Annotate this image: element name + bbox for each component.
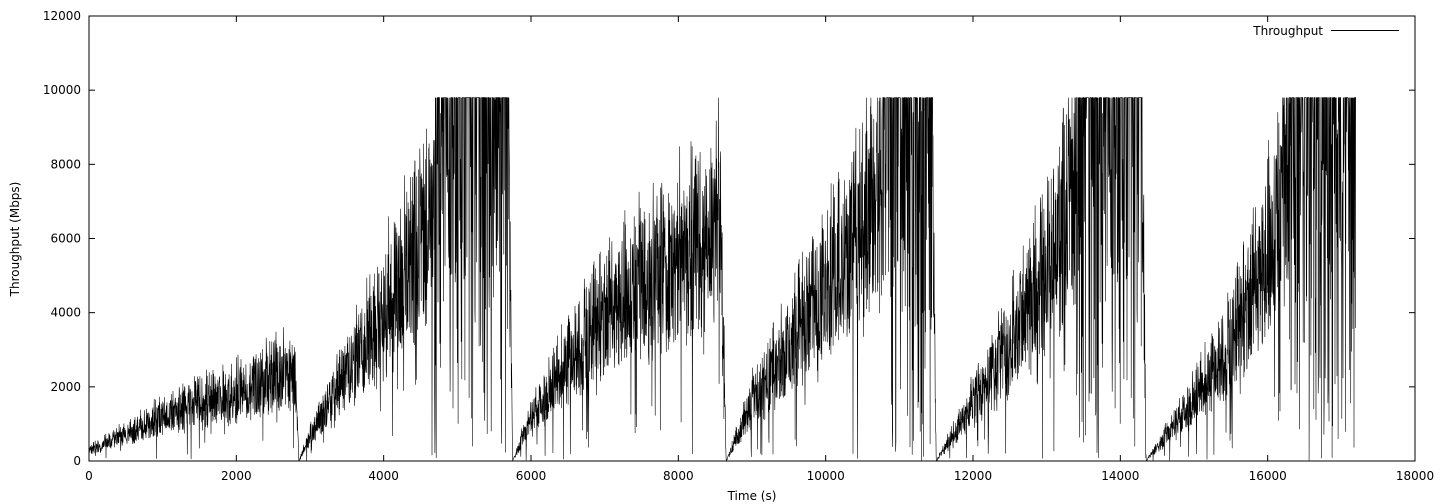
x-tick-label: 4000 (368, 469, 399, 483)
series-layer (89, 97, 1356, 461)
y-tick-label: 2000 (50, 380, 81, 394)
x-axis: 0 2000 4000 6000 8000 10000 12000 14000 16000 180… (85, 16, 1434, 483)
x-axis-label: Time (s) (727, 489, 777, 503)
y-axis: 0 2000 4000 6000 8000 10000 12000 (43, 9, 1415, 468)
y-tick-label: 10000 (43, 83, 81, 97)
x-tick-label: 8000 (663, 469, 694, 483)
x-tick-label: 10000 (807, 469, 845, 483)
x-tick-label: 6000 (516, 469, 547, 483)
series-throughput-line (89, 97, 1356, 461)
legend-entry-label: Throughput (1252, 24, 1323, 38)
x-tick-label: 14000 (1101, 469, 1139, 483)
x-tick-label: 0 (85, 469, 93, 483)
y-tick-label: 0 (73, 454, 81, 468)
y-tick-label: 6000 (50, 232, 81, 246)
x-tick-label: 18000 (1396, 469, 1434, 483)
x-tick-label: 2000 (221, 469, 252, 483)
y-axis-label: Throughput (Mbps) (8, 182, 22, 298)
y-tick-label: 8000 (50, 157, 81, 171)
y-tick-label: 4000 (50, 306, 81, 320)
y-tick-label: 12000 (43, 9, 81, 23)
legend: Throughput (1252, 24, 1399, 38)
x-tick-label: 16000 (1249, 469, 1287, 483)
x-tick-label: 12000 (954, 469, 992, 483)
